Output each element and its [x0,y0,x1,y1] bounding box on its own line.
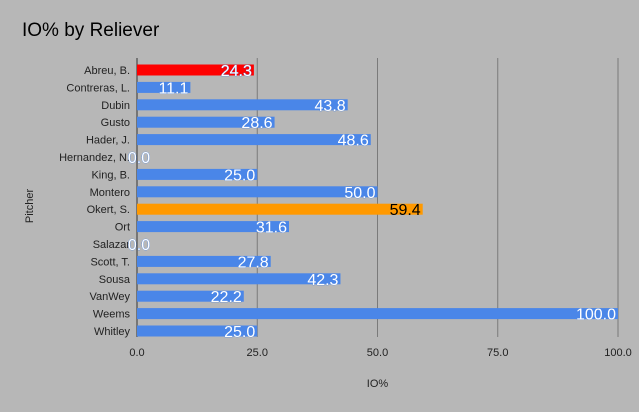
bar [137,134,371,146]
category-label: Hader, J. [86,135,130,147]
x-tick-label: 100.0 [604,347,632,359]
y-axis-title: Pitcher [24,189,36,224]
bar [137,325,258,337]
data-label: 42.3 [307,272,338,289]
category-label: Scott, T. [90,256,130,268]
x-tick-label: 50.0 [367,347,388,359]
bar [137,81,191,93]
x-tick-label: 0.0 [129,347,144,359]
bar [137,273,341,285]
category-label: Salazar [93,239,131,251]
category-label: Whitley [94,326,131,338]
category-label: Ort [115,222,130,234]
category-label: Okert, S. [87,204,130,216]
x-tick-label: 75.0 [487,347,508,359]
data-label: 24.3 [221,63,252,80]
data-label: 11.1 [158,80,188,97]
data-label: 22.2 [211,289,242,306]
bar [137,203,423,215]
bar [137,64,254,76]
category-label: Montero [90,187,130,199]
bar [137,255,271,267]
data-label: 28.6 [241,115,272,132]
category-label: Contreras, L. [66,82,130,94]
bar [137,116,275,128]
x-axis-title: IO% [367,378,389,390]
bar [137,221,289,233]
data-label: 43.8 [315,98,346,115]
category-label: Gusto [101,117,130,129]
data-label: 100.0 [576,307,616,324]
data-label: 0.0 [128,237,150,254]
bar [137,168,258,180]
data-label: 50.0 [344,185,375,202]
bar [137,308,618,320]
data-label: 48.6 [338,133,369,150]
category-label: Abreu, B. [84,65,130,77]
bar [137,99,348,111]
category-label: King, B. [91,169,130,181]
bar [137,186,378,198]
data-label: 59.4 [390,202,421,219]
category-label: Weems [93,309,131,321]
category-label: Dubin [101,100,130,112]
chart-title: IO% by Reliever [22,20,160,41]
data-label: 31.6 [256,220,287,237]
category-label: VanWey [89,291,130,303]
data-label: 0.0 [128,150,150,167]
data-label: 25.0 [224,167,255,184]
category-label: Sousa [99,274,131,286]
data-label: 27.8 [238,254,269,271]
category-label: Hernandez, N. [59,152,130,164]
data-label: 25.0 [224,324,255,341]
x-tick-label: 25.0 [247,347,268,359]
bar [137,290,244,302]
